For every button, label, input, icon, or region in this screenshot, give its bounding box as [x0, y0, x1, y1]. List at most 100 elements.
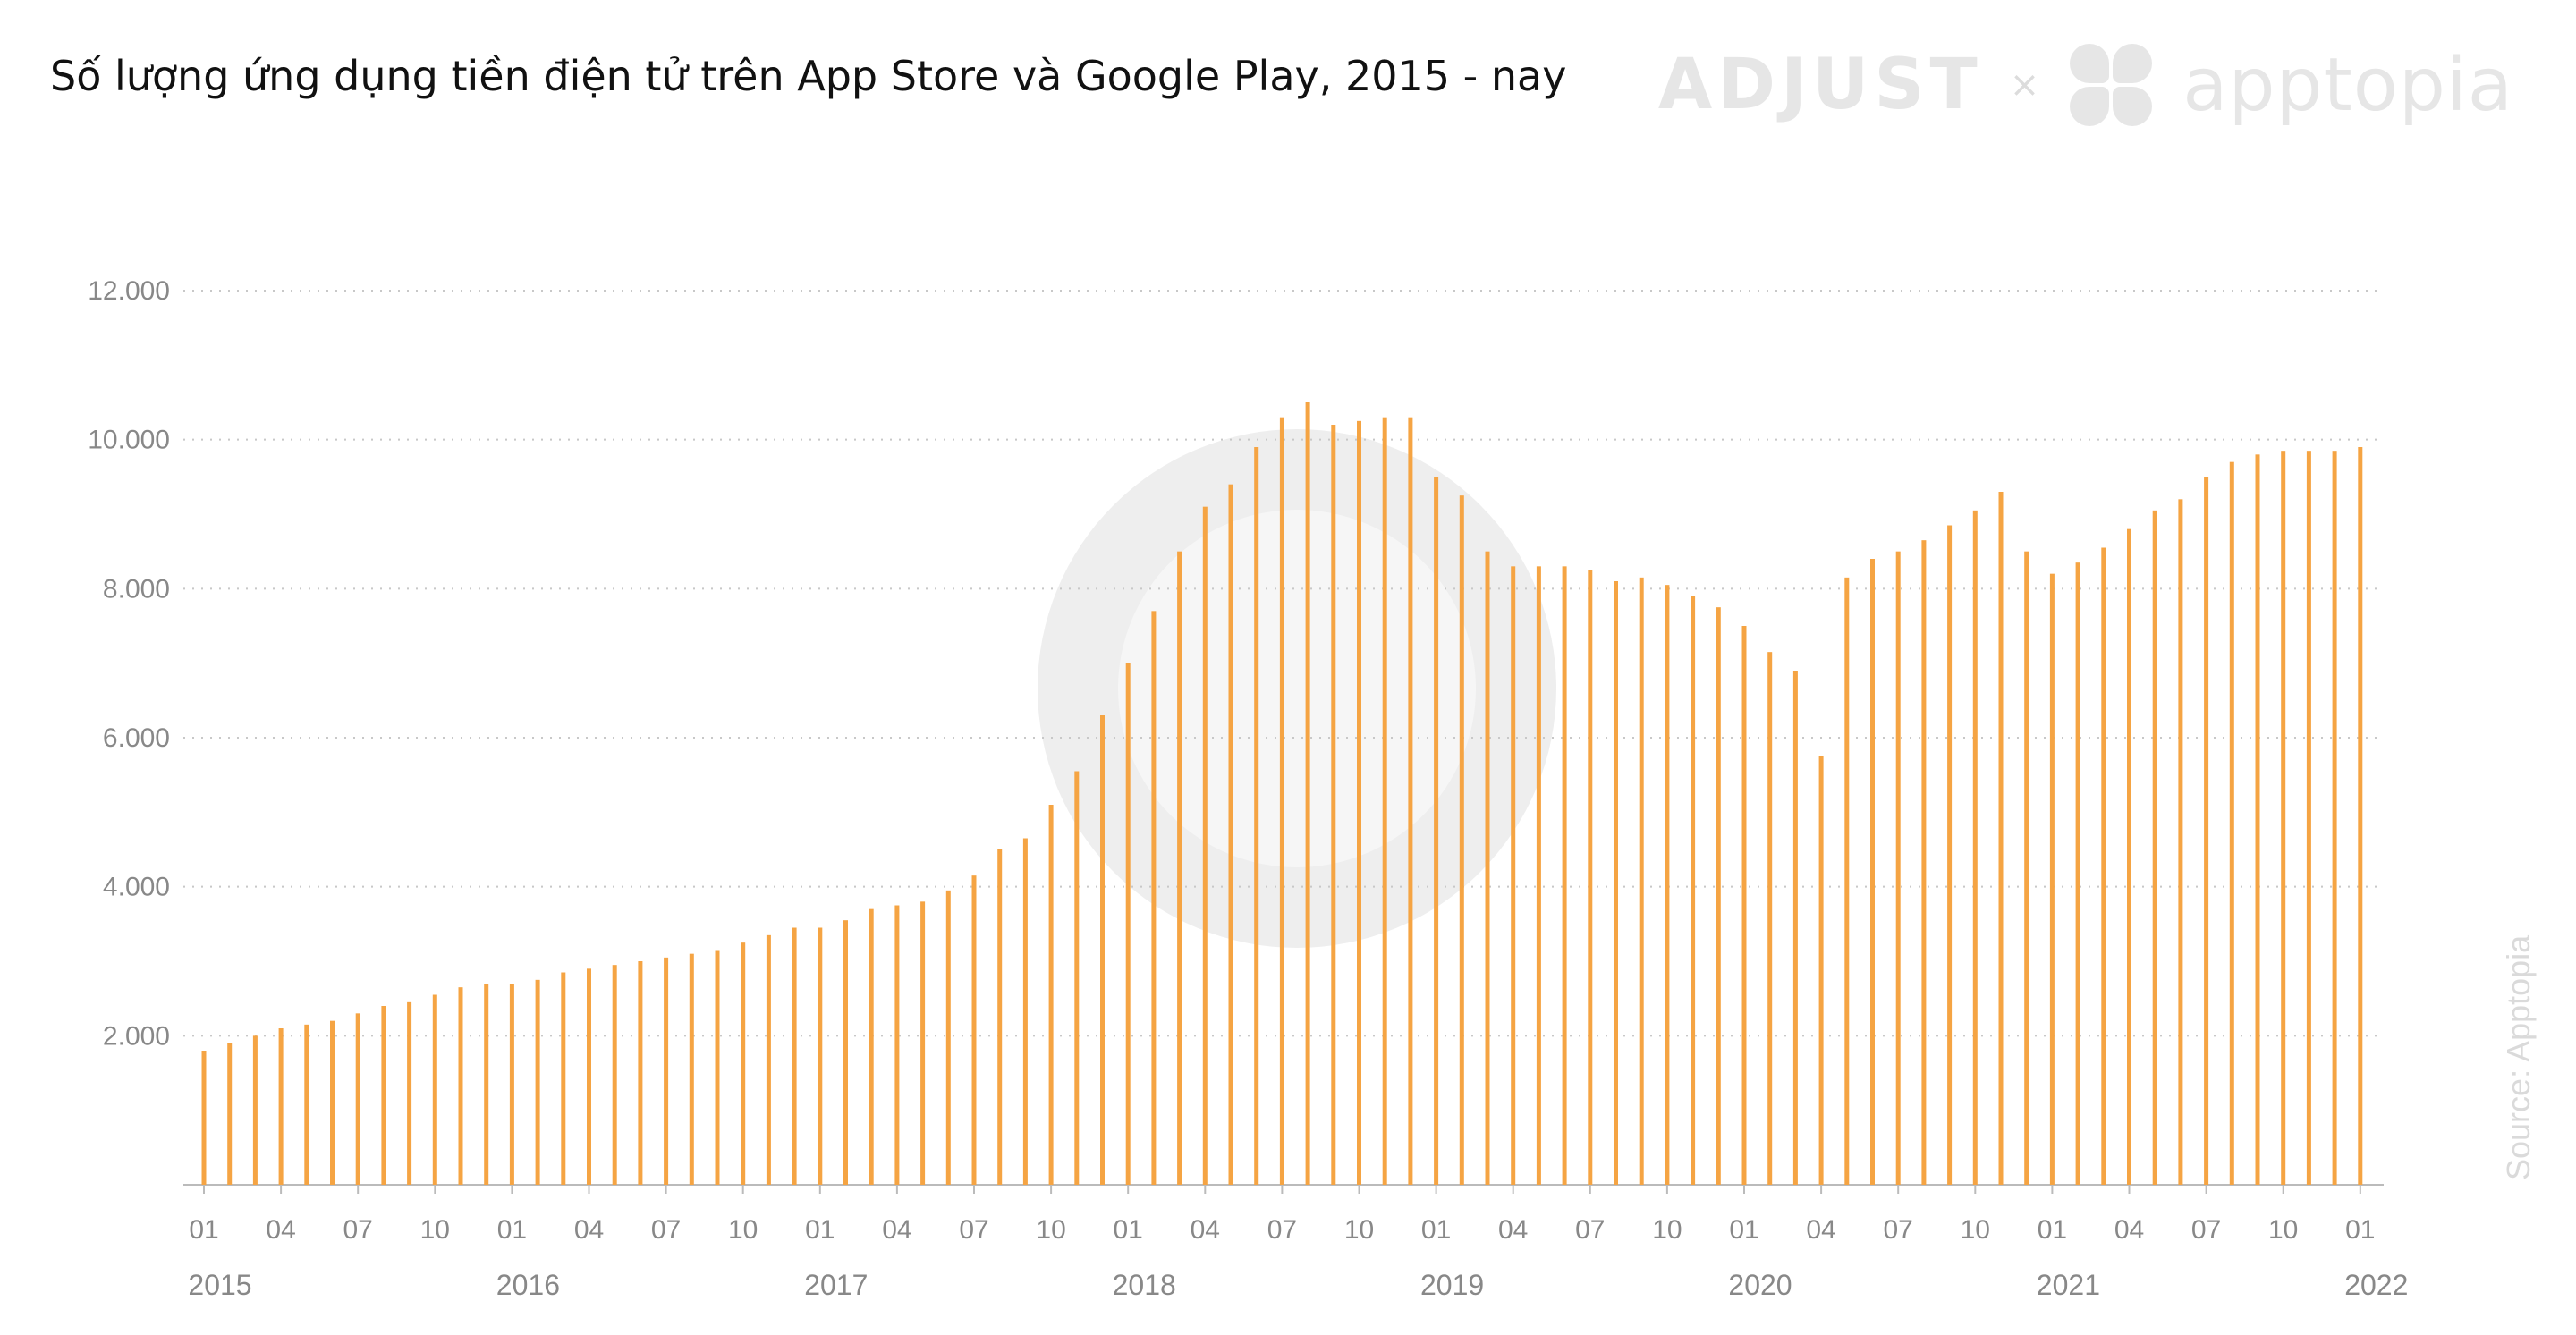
bar — [1639, 577, 1644, 1185]
year-label: 2019 — [1420, 1269, 1484, 1301]
bar — [1690, 596, 1696, 1185]
bar — [2229, 461, 2234, 1185]
year-label: 2020 — [1728, 1269, 1792, 1301]
chart-title: Số lượng ứng dụng tiền điện tử trên App … — [50, 52, 1567, 100]
x-tick-label: 01 — [1421, 1215, 1451, 1245]
bar — [227, 1043, 233, 1185]
bar — [2152, 510, 2157, 1185]
bar — [2024, 551, 2029, 1185]
bar — [1818, 756, 1824, 1185]
y-tick-label: 8.000 — [103, 574, 170, 604]
bar — [1305, 402, 1310, 1185]
bar — [792, 927, 797, 1185]
x-tick-label: 07 — [343, 1215, 373, 1245]
x-tick-label: 10 — [1344, 1215, 1374, 1245]
bar — [535, 979, 540, 1185]
bar — [1331, 425, 1336, 1185]
bar — [1228, 484, 1233, 1185]
year-label: 2018 — [1113, 1269, 1176, 1301]
bar — [355, 1013, 360, 1185]
bar — [587, 968, 591, 1185]
x-tick-label: 01 — [1729, 1215, 1758, 1245]
bar — [509, 984, 514, 1185]
bar — [1048, 805, 1054, 1185]
bar — [1202, 506, 1208, 1185]
x-tick-label: 04 — [1191, 1215, 1220, 1245]
bar — [201, 1051, 207, 1185]
bar — [1536, 566, 1541, 1185]
x-tick-label: 01 — [497, 1215, 527, 1245]
year-label: 2015 — [188, 1269, 251, 1301]
bar — [1665, 585, 1670, 1185]
bar — [2049, 573, 2055, 1185]
bar — [2332, 451, 2337, 1186]
bar — [818, 927, 823, 1185]
bar — [1151, 611, 1157, 1185]
bar — [638, 961, 643, 1185]
bar — [2127, 528, 2131, 1185]
bar — [1562, 566, 1567, 1185]
x-tick-label: 04 — [266, 1215, 295, 1245]
x-tick-label: 10 — [728, 1215, 758, 1245]
bar — [843, 920, 848, 1185]
separator-icon: × — [2009, 64, 2040, 106]
bar — [1100, 715, 1105, 1185]
bar — [252, 1035, 258, 1185]
x-tick-label: 04 — [882, 1215, 911, 1245]
x-tick-label: 01 — [805, 1215, 835, 1245]
year-label: 2016 — [496, 1269, 560, 1301]
bar — [766, 934, 771, 1185]
bar — [715, 950, 720, 1185]
x-tick-label: 01 — [1114, 1215, 1143, 1245]
x-tick-label: 10 — [1652, 1215, 1682, 1245]
bar — [1588, 570, 1593, 1185]
bar — [1947, 525, 1953, 1185]
bar — [1972, 510, 1978, 1185]
y-tick-label: 10.000 — [88, 426, 170, 455]
x-tick-label: 10 — [1961, 1215, 1990, 1245]
bar — [1485, 551, 1490, 1185]
bar — [1895, 551, 1901, 1185]
x-tick-label: 04 — [1806, 1215, 1835, 1245]
bar — [1254, 447, 1259, 1185]
bar — [458, 987, 463, 1185]
x-tick-label: 07 — [1267, 1215, 1297, 1245]
bar — [1074, 771, 1080, 1185]
bar — [1614, 581, 1618, 1185]
bar — [1921, 540, 1927, 1185]
bar — [561, 972, 566, 1185]
bar — [2204, 477, 2209, 1185]
bar — [2255, 454, 2260, 1185]
apptopia-logo: apptopia — [2182, 42, 2513, 128]
year-label: 2022 — [2344, 1269, 2408, 1301]
x-tick-label: 10 — [2268, 1215, 2298, 1245]
bar — [1459, 495, 1464, 1185]
x-tick-label: 01 — [189, 1215, 218, 1245]
bar — [1357, 420, 1361, 1185]
x-tick-label: 04 — [574, 1215, 604, 1245]
bar — [1792, 671, 1798, 1185]
x-tick-label: 07 — [959, 1215, 988, 1245]
x-tick-label: 01 — [2345, 1215, 2375, 1245]
x-tick-label: 07 — [1575, 1215, 1605, 1245]
bar — [1870, 559, 1875, 1185]
bar — [432, 994, 437, 1185]
bar — [2075, 562, 2080, 1185]
bar — [2358, 447, 2363, 1185]
bar — [1177, 551, 1182, 1185]
year-label: 2021 — [2037, 1269, 2100, 1301]
bar — [945, 890, 951, 1185]
bar — [2281, 451, 2286, 1186]
bar — [304, 1024, 309, 1185]
bar — [869, 908, 874, 1185]
bar — [612, 965, 617, 1185]
bar — [484, 984, 489, 1185]
x-tick-label: 04 — [1498, 1215, 1528, 1245]
bar — [2178, 499, 2183, 1185]
x-tick-label: 10 — [1036, 1215, 1065, 1245]
y-tick-label: 12.000 — [88, 276, 170, 306]
bar — [1767, 652, 1773, 1185]
bar — [2306, 451, 2311, 1186]
bar — [1279, 417, 1284, 1186]
bar — [997, 849, 1003, 1185]
